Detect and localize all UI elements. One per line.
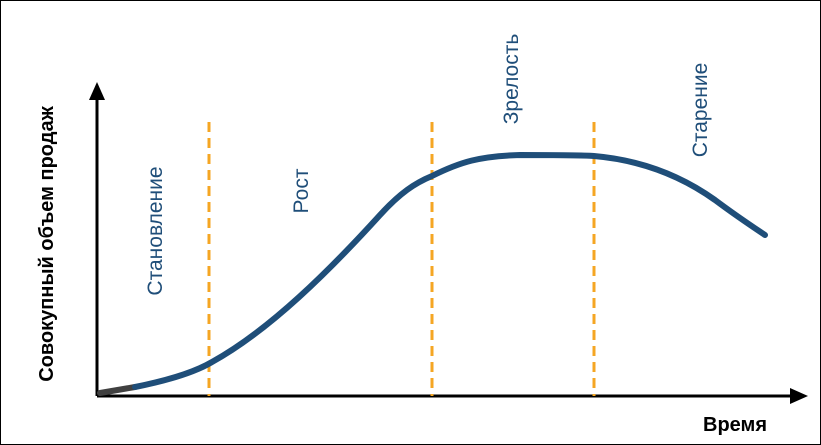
x-axis-label: Время [703,414,767,436]
stage-label-maturity: Зрелость [500,34,523,125]
stage-label-growth: Рост [290,168,313,213]
stage-label-emergence: Становление [144,166,167,295]
sales-curve-start [97,384,138,396]
y-axis-label: Совокупный объем продаж [36,105,58,381]
y-axis-arrowhead [89,82,105,100]
sales-curve [132,151,768,390]
stage-label-decline: Старение [689,63,712,158]
x-axis-arrowhead [790,388,808,404]
